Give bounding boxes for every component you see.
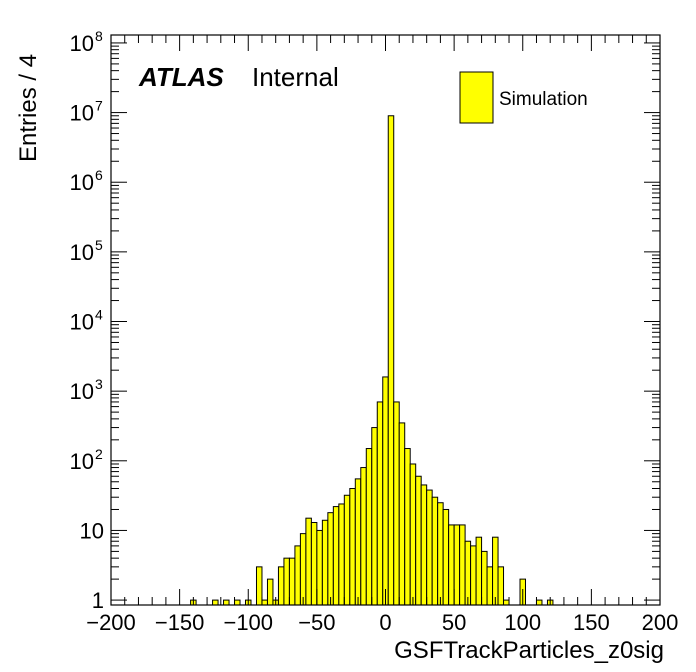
- x-tick-label: 100: [504, 610, 541, 635]
- histogram-bin: [486, 566, 494, 606]
- x-tick-label: 50: [442, 610, 466, 635]
- x-tick-labels: −200 −150 −100 −50 0 50 100 150 200: [86, 610, 678, 635]
- histogram-bin: [503, 599, 510, 606]
- y-tick-exponent: 7: [95, 98, 103, 114]
- histogram-bin: [431, 496, 439, 606]
- histogram-bin: [393, 401, 400, 606]
- y-tick-label: 1: [92, 588, 104, 613]
- axis-ticks: [110, 35, 661, 605]
- histogram-bin: [475, 536, 483, 606]
- histogram-bars: [190, 115, 554, 606]
- histogram-bin: [415, 475, 422, 606]
- histogram-bin: [321, 519, 329, 606]
- histogram-bin: [354, 478, 362, 606]
- histogram-bin: [283, 557, 290, 606]
- histogram-bin: [343, 494, 351, 606]
- legend-swatch-simulation: [459, 71, 494, 124]
- histogram-bin: [277, 566, 285, 606]
- histogram-bin: [349, 488, 356, 606]
- histogram-bin: [332, 506, 340, 606]
- y-tick-label: 10: [70, 240, 94, 265]
- histogram-bin: [420, 484, 428, 606]
- histogram-bin: [453, 524, 461, 606]
- histogram-bin: [223, 599, 230, 606]
- x-tick-label: 0: [379, 610, 391, 635]
- histogram-bin: [464, 540, 472, 606]
- histogram-bin: [376, 401, 384, 606]
- histogram-bin: [338, 503, 345, 606]
- y-tick-label: 10: [70, 310, 94, 335]
- atlas-label: ATLAS: [138, 62, 224, 92]
- histogram-bin: [327, 512, 334, 606]
- x-tick-label: −100: [223, 610, 273, 635]
- x-tick-label: 150: [573, 610, 610, 635]
- histogram-bin: [261, 599, 268, 606]
- y-tick-label: 10: [70, 101, 94, 126]
- histogram-bin: [459, 524, 466, 606]
- x-axis-title: GSFTrackParticles_z0sig: [394, 637, 664, 664]
- y-tick-exponent: 4: [95, 307, 103, 323]
- histogram-bin: [266, 578, 274, 606]
- y-tick-exponent: 8: [95, 28, 103, 44]
- y-tick-label: 10: [70, 449, 94, 474]
- x-tick-label: 200: [642, 610, 679, 635]
- histogram-bin: [360, 467, 367, 606]
- histogram-bin: [398, 422, 406, 606]
- y-tick-exponent: 2: [95, 446, 103, 462]
- histogram-bin: [426, 489, 433, 606]
- y-tick-exponent: 3: [95, 376, 103, 392]
- histogram-bin: [382, 376, 389, 606]
- legend-label-simulation: Simulation: [499, 89, 588, 110]
- histogram-bin: [409, 463, 417, 606]
- histogram-bin: [437, 502, 444, 606]
- x-tick-label: −150: [155, 610, 205, 635]
- histogram-bin: [288, 557, 296, 606]
- histogram-bin: [305, 517, 312, 606]
- x-tick-label: −200: [86, 610, 136, 635]
- histogram-bin: [212, 599, 219, 606]
- histogram-bin: [255, 566, 263, 606]
- histogram-bin: [492, 536, 499, 606]
- internal-label: Internal: [252, 62, 339, 92]
- histogram-bin: [294, 545, 301, 606]
- histogram-bin: [481, 550, 488, 606]
- histogram-bin: [299, 533, 307, 606]
- legend: Simulation: [459, 71, 588, 124]
- histogram-bin: [442, 508, 450, 606]
- histogram-bin: [470, 545, 477, 606]
- histogram-bin: [310, 522, 318, 606]
- y-tick-label: 10: [70, 170, 94, 195]
- histogram-bin: [448, 524, 455, 606]
- histogram-bin: [387, 115, 395, 606]
- y-axis-title: Entries / 4: [15, 54, 42, 162]
- y-tick-label: 10: [70, 31, 94, 56]
- histogram-bin: [497, 566, 505, 606]
- x-tick-label: −50: [298, 610, 335, 635]
- histogram-bin: [371, 427, 378, 606]
- y-tick-label: 10: [80, 518, 104, 543]
- histogram-bin: [535, 599, 543, 606]
- y-tick-exponent: 5: [95, 237, 103, 253]
- histogram-bin: [404, 448, 411, 606]
- histogram-bin: [316, 529, 323, 606]
- histogram-bin: [365, 448, 373, 606]
- histogram-bin: [234, 599, 241, 606]
- y-tick-exponent: 6: [95, 167, 103, 183]
- y-tick-label: 10: [70, 379, 94, 404]
